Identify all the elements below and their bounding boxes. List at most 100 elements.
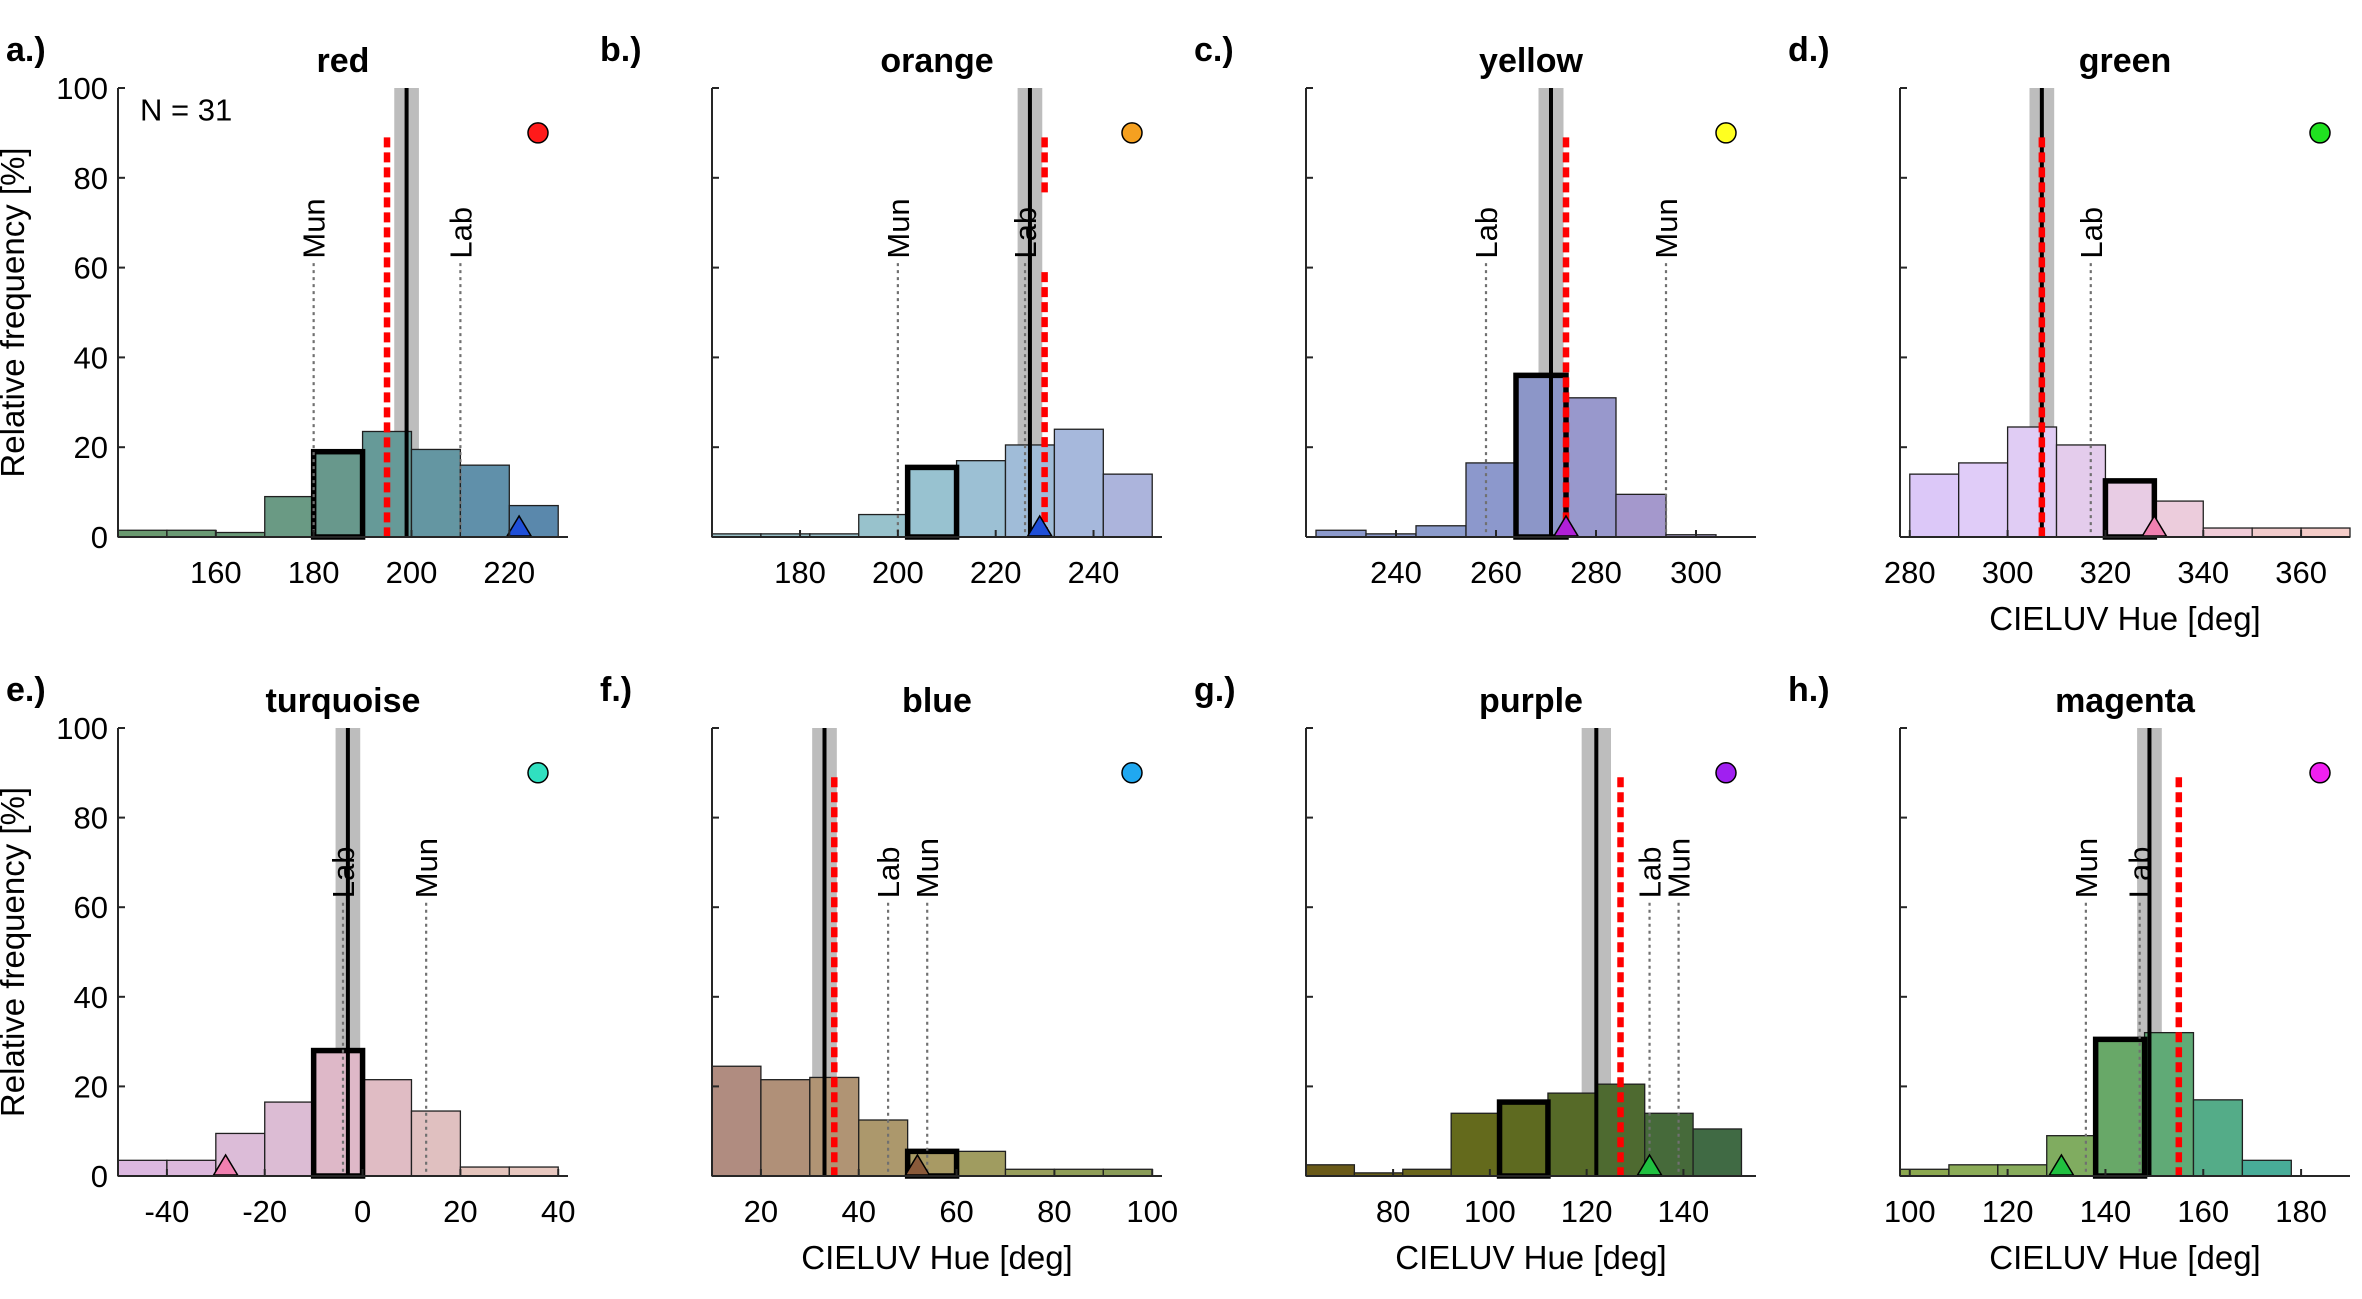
panel-title: purple (1479, 682, 1583, 720)
chart-panel-magenta: Mun Lab 100 120 140 160 180 magenta h.) CIELUV Hu… (1788, 671, 2350, 1276)
panel-letter: b.) (600, 31, 642, 69)
reference-label-mun: Mun (910, 838, 945, 898)
x-tick-label: 140 (2080, 1194, 2132, 1229)
histogram-bar (1498, 1101, 1549, 1177)
panel-title: red (317, 42, 370, 80)
histogram-bar (2143, 1031, 2195, 1177)
histogram-bar (1515, 374, 1567, 538)
panel-letter: g.) (1194, 671, 1236, 709)
x-tick-label: 280 (1884, 555, 1936, 590)
x-tick-label: 220 (970, 555, 1022, 590)
panel-title: turquoise (266, 682, 421, 720)
reference-label-lab: Lab (1008, 207, 1043, 259)
histogram-bar (2055, 444, 2107, 538)
x-tick-label: 200 (386, 555, 438, 590)
histogram-bar (1102, 1168, 1153, 1177)
x-axis-title: CIELUV Hue [deg] (1989, 600, 2260, 637)
x-tick-label: 60 (939, 1194, 973, 1229)
chart-panel-blue: Lab Mun 20 40 60 80 100 blue f.) CIELUV Hue [deg] (600, 671, 1178, 1276)
histogram-bar (1415, 525, 1467, 538)
x-tick-label: 160 (190, 555, 242, 590)
histogram-bar (117, 1159, 168, 1177)
panel-title: green (2079, 42, 2172, 80)
histogram-bar (2202, 527, 2253, 538)
x-tick-label: 320 (2080, 555, 2132, 590)
histogram-bar (2251, 527, 2302, 538)
histogram-bar (2104, 480, 2155, 538)
histogram-bar (2300, 527, 2351, 538)
histogram-bar (1053, 1168, 1104, 1177)
panel-title: yellow (1479, 42, 1583, 80)
histogram-bar (1305, 1164, 1356, 1177)
y-tick-label: 0 (91, 1159, 108, 1194)
x-tick-label: 40 (841, 1194, 875, 1229)
x-tick-label: 180 (774, 555, 826, 590)
x-tick-label: 280 (1570, 555, 1622, 590)
histogram-bar (1958, 462, 2009, 538)
x-tick-label: 100 (1884, 1194, 1936, 1229)
x-axis-title: CIELUV Hue [deg] (1989, 1239, 2260, 1276)
histogram-bar (760, 1079, 811, 1177)
colour-dot (527, 762, 549, 784)
panel-letter: d.) (1788, 31, 1830, 69)
colour-dot (1715, 762, 1737, 784)
x-tick-label: 300 (1670, 555, 1722, 590)
x-tick-label: 160 (2177, 1194, 2229, 1229)
x-tick-label: 180 (2275, 1194, 2327, 1229)
histogram-bar (1899, 1168, 1950, 1177)
histogram-bar (858, 1119, 909, 1177)
histogram-bar (1004, 1168, 1056, 1177)
chart-panel-yellow: Lab Mun 240 260 280 300 yellow c.) (1194, 31, 1756, 590)
x-tick-label: 240 (1068, 555, 1120, 590)
histogram-bar (1547, 1092, 1597, 1177)
x-tick-label: 0 (354, 1194, 371, 1229)
y-tick-label: 100 (56, 71, 108, 106)
y-tick-label: 20 (74, 430, 108, 465)
y-tick-label: 60 (74, 251, 108, 286)
histogram-bar (1948, 1164, 1999, 1177)
x-tick-label: -20 (242, 1194, 287, 1229)
colour-dot (1715, 122, 1737, 144)
histogram-bar (1565, 397, 1617, 538)
x-tick-label: 20 (744, 1194, 778, 1229)
panel-letter: h.) (1788, 671, 1830, 709)
histogram-bar (1053, 428, 1104, 538)
reference-label-lab: Lab (326, 847, 361, 899)
y-tick-label: 40 (74, 980, 108, 1015)
x-tick-label: 260 (1470, 555, 1522, 590)
histogram-bar (2192, 1099, 2244, 1177)
sample-size-label: N = 31 (140, 92, 232, 127)
y-tick-label: 80 (74, 161, 108, 196)
histogram-bar (264, 1101, 315, 1177)
reference-label-lab: Lab (2074, 207, 2109, 259)
histogram-bar (410, 448, 462, 538)
reference-label-lab: Lab (871, 847, 906, 899)
histogram-bar (361, 1079, 413, 1177)
x-tick-label: 180 (288, 555, 340, 590)
histogram-bar (907, 466, 958, 538)
histogram-bar (955, 1150, 1007, 1177)
x-tick-label: 100 (1126, 1194, 1178, 1229)
histogram-bar (410, 1110, 462, 1177)
panel-letter: c.) (1194, 31, 1234, 69)
histogram-bar (166, 529, 217, 538)
x-tick-label: 100 (1464, 1194, 1516, 1229)
x-tick-label: 120 (1561, 1194, 1613, 1229)
x-tick-label: 20 (443, 1194, 477, 1229)
x-tick-label: 200 (872, 555, 924, 590)
x-tick-label: 140 (1658, 1194, 1710, 1229)
x-tick-label: 300 (1982, 555, 2034, 590)
reference-label-mun: Mun (881, 198, 916, 258)
histogram-bar (711, 1065, 762, 1177)
histogram-bar (1450, 1112, 1501, 1177)
histogram-bar (1997, 1164, 2048, 1177)
x-axis-title: CIELUV Hue [deg] (1395, 1239, 1666, 1276)
reference-label-mun: Mun (409, 838, 444, 898)
y-axis-title: Relative frequency [%] (0, 147, 31, 477)
x-tick-label: 240 (1370, 555, 1422, 590)
histogram-bar (508, 1166, 559, 1177)
histogram-bar (858, 513, 909, 538)
x-tick-label: 120 (1982, 1194, 2034, 1229)
panel-letter: f.) (600, 671, 632, 709)
